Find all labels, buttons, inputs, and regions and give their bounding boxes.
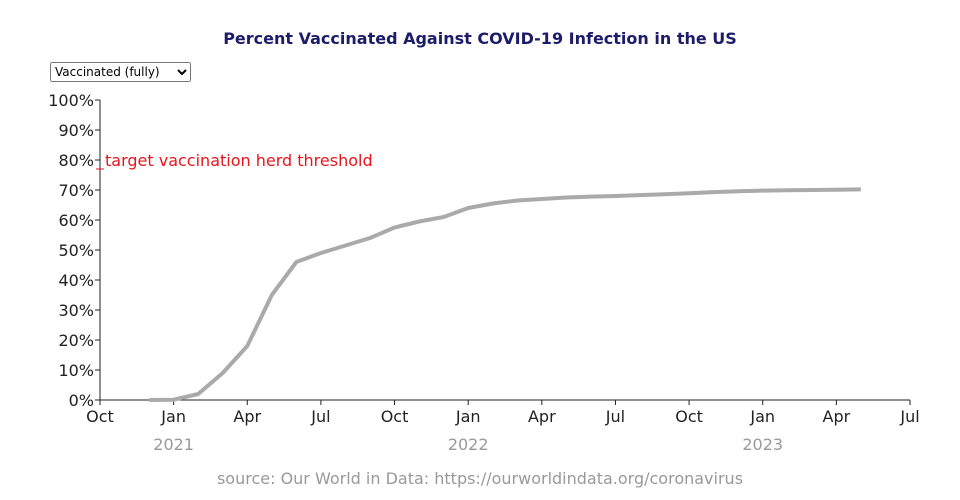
- x-tick-label: Jul: [605, 407, 625, 426]
- x-tick-label: Oct: [675, 407, 703, 426]
- x-tick-label: Jan: [455, 407, 481, 426]
- x-tick-label: Jan: [749, 407, 775, 426]
- source-note: source: Our World in Data: https://ourwo…: [217, 469, 743, 488]
- y-tick-label: 60%: [58, 211, 94, 230]
- y-tick-label: 70%: [58, 181, 94, 200]
- y-tick-label: 30%: [58, 301, 94, 320]
- annotation-text: target vaccination herd threshold: [105, 151, 373, 170]
- x-tick-label: Apr: [233, 407, 261, 426]
- y-tick-label: 80%: [58, 151, 94, 170]
- x-tick-label: Oct: [381, 407, 409, 426]
- x-year-label: 2022: [448, 435, 489, 454]
- chart-title: Percent Vaccinated Against COVID-19 Infe…: [223, 29, 737, 48]
- x-tick-label: Apr: [528, 407, 556, 426]
- y-tick-label: 90%: [58, 121, 94, 140]
- y-tick-label: 0%: [69, 391, 94, 410]
- x-tick-label: Jan: [160, 407, 186, 426]
- y-tick-label: 40%: [58, 271, 94, 290]
- x-tick-label: Jul: [310, 407, 330, 426]
- x-year-label: 2023: [742, 435, 783, 454]
- y-tick-label: 20%: [58, 331, 94, 350]
- metric-dropdown[interactable]: Vaccinated (fully): [50, 62, 191, 82]
- y-tick-label: 10%: [58, 361, 94, 380]
- y-tick-label: 100%: [48, 91, 94, 110]
- x-year-label: 2021: [153, 435, 194, 454]
- x-tick-label: Oct: [86, 407, 114, 426]
- x-tick-label: Jul: [899, 407, 919, 426]
- x-tick-label: Apr: [823, 407, 851, 426]
- data-line: [149, 187, 861, 402]
- y-tick-label: 50%: [58, 241, 94, 260]
